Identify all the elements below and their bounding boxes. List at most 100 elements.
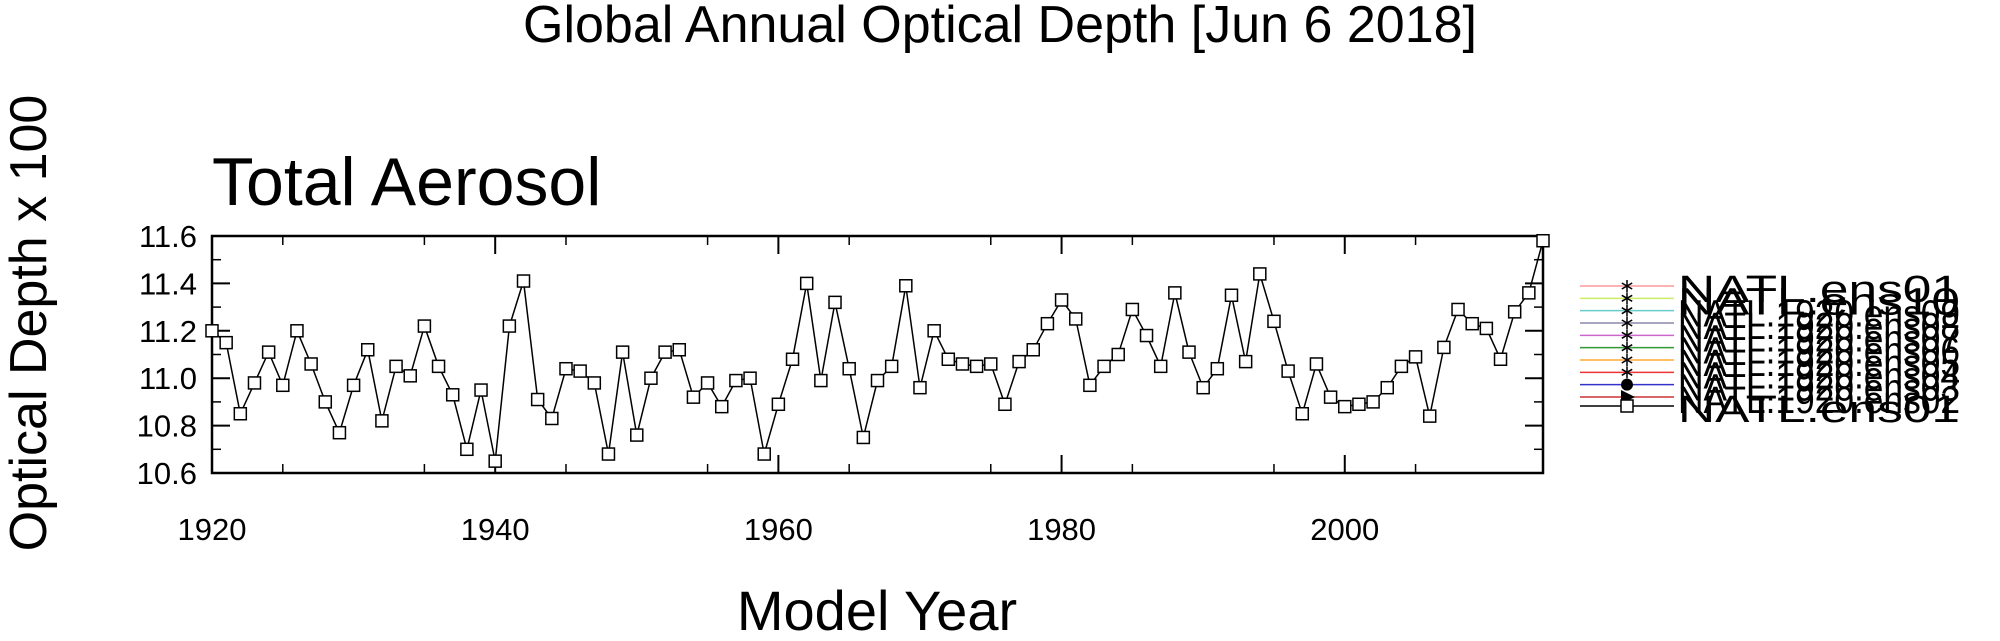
legend-label: NATL.1920.ens04 <box>1678 355 1960 397</box>
data-point <box>1054 293 1069 307</box>
legend-label: NATL.1920.ens09 <box>1678 294 1960 336</box>
data-point <box>884 359 899 374</box>
data-point <box>516 274 531 288</box>
data-point <box>1267 314 1281 329</box>
data-point <box>261 345 276 359</box>
data-point <box>1040 316 1055 331</box>
data-point <box>403 369 417 383</box>
data-point <box>573 364 587 378</box>
legend-marker-asterisk <box>1621 292 1633 305</box>
data-point <box>1309 357 1324 371</box>
data-point <box>899 279 913 293</box>
data-point <box>615 345 630 359</box>
data-point <box>1012 354 1026 369</box>
data-point <box>1522 286 1536 300</box>
data-point <box>276 378 290 393</box>
data-point <box>1408 350 1423 364</box>
asterisk-stroke <box>1621 356 1633 364</box>
plot-frame <box>210 234 1545 475</box>
legend-label: NATL.1920.ens06 <box>1678 331 1960 373</box>
data-point <box>545 411 559 426</box>
data-point <box>1083 378 1097 393</box>
legend-marker-dot <box>1621 378 1633 391</box>
y-tick-label: 11.2 <box>139 314 197 349</box>
data-point <box>1097 359 1111 374</box>
x-tick-label: 1920 <box>178 512 247 547</box>
data-point <box>729 373 743 388</box>
legend-label: NATL.1920.ens05 <box>1678 343 1960 385</box>
data-point <box>488 454 502 468</box>
data-point <box>318 395 333 409</box>
x-tick-label: 1940 <box>461 512 530 547</box>
data-point <box>955 357 970 371</box>
data-point <box>1451 302 1465 317</box>
data-point <box>984 357 998 371</box>
data-point <box>460 442 474 457</box>
series-line <box>211 240 1544 462</box>
data-point <box>1238 354 1253 369</box>
data-point <box>644 371 658 385</box>
data-point <box>743 371 757 385</box>
x-tick-label: 2000 <box>1310 512 1379 547</box>
data-point <box>870 373 885 388</box>
data-point <box>1380 380 1394 395</box>
y-tick-label: 10.6 <box>137 456 197 491</box>
asterisk-stroke <box>1621 282 1633 290</box>
data-point <box>630 428 644 442</box>
data-point <box>1507 305 1522 319</box>
data-point <box>1323 390 1338 404</box>
series-group <box>205 233 1550 468</box>
data-point <box>686 390 701 404</box>
data-point <box>1068 312 1083 326</box>
legend: NATL.ens01NATL.ens10NATL.1920.ens09NATL.… <box>1580 269 1960 431</box>
data-point <box>1437 340 1451 355</box>
asterisk-stroke <box>1621 331 1633 339</box>
data-point <box>771 397 786 412</box>
legend-marker-asterisk <box>1621 329 1633 342</box>
data-point <box>1366 395 1380 409</box>
data-point <box>799 276 814 291</box>
data-point <box>219 335 233 350</box>
data-point <box>1352 397 1366 412</box>
data-point <box>856 430 871 445</box>
data-point <box>998 397 1012 412</box>
data-point <box>1224 288 1239 302</box>
legend-label: NATL.1920.ens07 <box>1678 318 1960 360</box>
data-point <box>1168 286 1182 300</box>
data-point <box>913 380 927 395</box>
data-point <box>1026 343 1041 357</box>
x-tick-label: 1960 <box>744 512 813 547</box>
data-point <box>417 319 432 333</box>
data-point <box>290 324 304 338</box>
data-point <box>1210 361 1225 376</box>
legend-marker-asterisk <box>1621 304 1633 317</box>
data-point <box>1465 316 1479 331</box>
data-point <box>1479 321 1494 336</box>
data-point <box>530 392 545 407</box>
data-point <box>1182 345 1196 359</box>
data-point <box>474 383 488 397</box>
x-tick-label: 1980 <box>1027 512 1096 547</box>
data-point <box>247 376 262 390</box>
data-point <box>672 343 687 357</box>
data-point <box>445 388 460 402</box>
data-point <box>941 352 956 366</box>
legend-marker-asterisk <box>1621 354 1633 366</box>
y-tick-label: 11.0 <box>139 361 197 396</box>
data-point <box>601 447 616 461</box>
data-point <box>1153 359 1168 374</box>
legend-marker-square <box>1620 399 1634 413</box>
data-point <box>361 343 375 357</box>
chart-subtitle: Total Aerosol <box>212 144 601 220</box>
data-point <box>1139 328 1154 343</box>
data-point <box>587 376 602 390</box>
data-point <box>233 407 248 421</box>
data-point <box>1422 409 1437 423</box>
data-point <box>757 447 771 461</box>
data-point <box>1253 267 1267 281</box>
data-point <box>1196 380 1210 395</box>
asterisk-stroke <box>1621 368 1633 376</box>
x-axis-label: Model Year <box>737 579 1017 641</box>
legend-marker-asterisk <box>1621 366 1633 379</box>
legend-label: NATL.ens10 <box>1678 281 1960 323</box>
